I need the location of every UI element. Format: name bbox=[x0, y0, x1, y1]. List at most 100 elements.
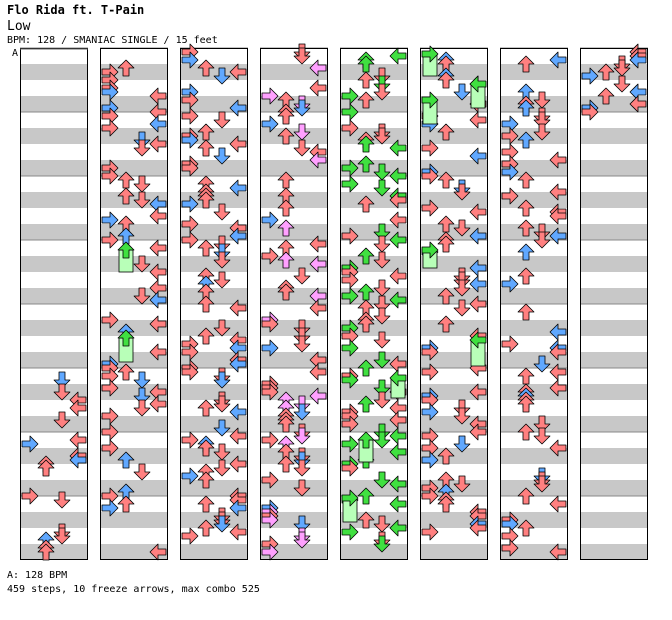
step-arrow bbox=[117, 495, 135, 513]
step-arrow bbox=[373, 535, 391, 553]
step-arrow bbox=[197, 471, 215, 489]
step-arrow bbox=[213, 371, 231, 389]
step-arrow bbox=[197, 59, 215, 77]
step-arrow bbox=[437, 287, 455, 305]
step-arrow bbox=[469, 383, 487, 401]
step-arrow bbox=[469, 111, 487, 129]
step-arrow bbox=[197, 139, 215, 157]
step-arrow bbox=[341, 271, 359, 289]
step-arrow bbox=[533, 415, 551, 433]
step-arrow bbox=[149, 207, 167, 225]
step-arrow bbox=[133, 255, 151, 273]
chart-column bbox=[20, 47, 88, 560]
step-arrow bbox=[101, 407, 119, 425]
step-arrow bbox=[213, 251, 231, 269]
step-arrow bbox=[517, 487, 535, 505]
step-arrow bbox=[37, 543, 55, 561]
step-arrow bbox=[549, 183, 567, 201]
step-arrow bbox=[149, 543, 167, 561]
step-arrow bbox=[357, 91, 375, 109]
step-arrow bbox=[101, 119, 119, 137]
note-layer bbox=[261, 43, 327, 561]
step-arrow bbox=[261, 315, 279, 333]
step-arrow bbox=[373, 279, 391, 297]
step-arrow bbox=[373, 163, 391, 181]
freeze-arrow bbox=[421, 45, 439, 77]
step-arrow bbox=[357, 315, 375, 333]
step-arrow bbox=[149, 395, 167, 413]
step-arrow bbox=[117, 59, 135, 77]
step-arrow bbox=[133, 371, 151, 389]
step-arrow bbox=[229, 299, 247, 317]
chart-info: BPM: 128 / SMANIAC SINGLE / 15 feet bbox=[7, 35, 218, 46]
step-arrow bbox=[53, 527, 71, 545]
step-arrow bbox=[469, 259, 487, 277]
step-arrow bbox=[517, 199, 535, 217]
step-arrow bbox=[261, 115, 279, 133]
step-arrow bbox=[261, 247, 279, 265]
step-arrow bbox=[549, 207, 567, 225]
step-arrow bbox=[101, 423, 119, 441]
step-arrow bbox=[133, 175, 151, 193]
step-arrow bbox=[517, 267, 535, 285]
step-arrow bbox=[421, 343, 439, 361]
step-arrow bbox=[373, 379, 391, 397]
step-arrow bbox=[549, 379, 567, 397]
step-arrow bbox=[453, 83, 471, 101]
step-arrow bbox=[117, 329, 135, 347]
step-arrow bbox=[373, 223, 391, 241]
step-arrow bbox=[517, 131, 535, 149]
step-arrow bbox=[229, 403, 247, 421]
step-arrow bbox=[389, 369, 407, 387]
step-arrow bbox=[389, 167, 407, 185]
step-arrow bbox=[469, 331, 487, 349]
step-arrow bbox=[229, 99, 247, 117]
step-arrow bbox=[469, 147, 487, 165]
step-arrow bbox=[309, 299, 327, 317]
step-arrow bbox=[437, 447, 455, 465]
step-arrow bbox=[373, 331, 391, 349]
step-arrow bbox=[341, 103, 359, 121]
step-arrow bbox=[181, 467, 199, 485]
step-arrow bbox=[437, 495, 455, 513]
step-arrow bbox=[261, 383, 279, 401]
step-arrow bbox=[453, 279, 471, 297]
step-arrow bbox=[533, 111, 551, 129]
step-arrow bbox=[517, 99, 535, 117]
step-arrow bbox=[229, 227, 247, 245]
step-arrow bbox=[373, 251, 391, 269]
step-arrow bbox=[133, 139, 151, 157]
step-arrow bbox=[517, 171, 535, 189]
step-arrow bbox=[213, 147, 231, 165]
step-arrow bbox=[181, 363, 199, 381]
step-arrow bbox=[533, 123, 551, 141]
step-arrow bbox=[389, 427, 407, 445]
step-arrow bbox=[501, 127, 519, 145]
step-arrow bbox=[357, 431, 375, 449]
step-arrow bbox=[421, 487, 439, 505]
freeze-arrow bbox=[421, 91, 439, 125]
step-arrow bbox=[181, 107, 199, 125]
step-arrow bbox=[229, 135, 247, 153]
step-arrow bbox=[261, 511, 279, 529]
step-arrow bbox=[373, 127, 391, 145]
step-arrow bbox=[213, 67, 231, 85]
step-arrow bbox=[341, 435, 359, 453]
step-arrow bbox=[101, 231, 119, 249]
step-arrow bbox=[181, 231, 199, 249]
step-arrow bbox=[373, 515, 391, 533]
step-arrow bbox=[549, 543, 567, 561]
step-arrow bbox=[341, 119, 359, 137]
step-arrow bbox=[149, 343, 167, 361]
step-arrow bbox=[69, 451, 87, 469]
step-arrow bbox=[389, 411, 407, 429]
step-arrow bbox=[629, 51, 647, 69]
freeze-arrow bbox=[469, 75, 487, 109]
step-arrow bbox=[341, 87, 359, 105]
step-arrow bbox=[69, 399, 87, 417]
freeze-arrow bbox=[341, 489, 359, 523]
step-arrow bbox=[133, 399, 151, 417]
step-arrow bbox=[357, 511, 375, 529]
step-arrow bbox=[469, 75, 487, 93]
